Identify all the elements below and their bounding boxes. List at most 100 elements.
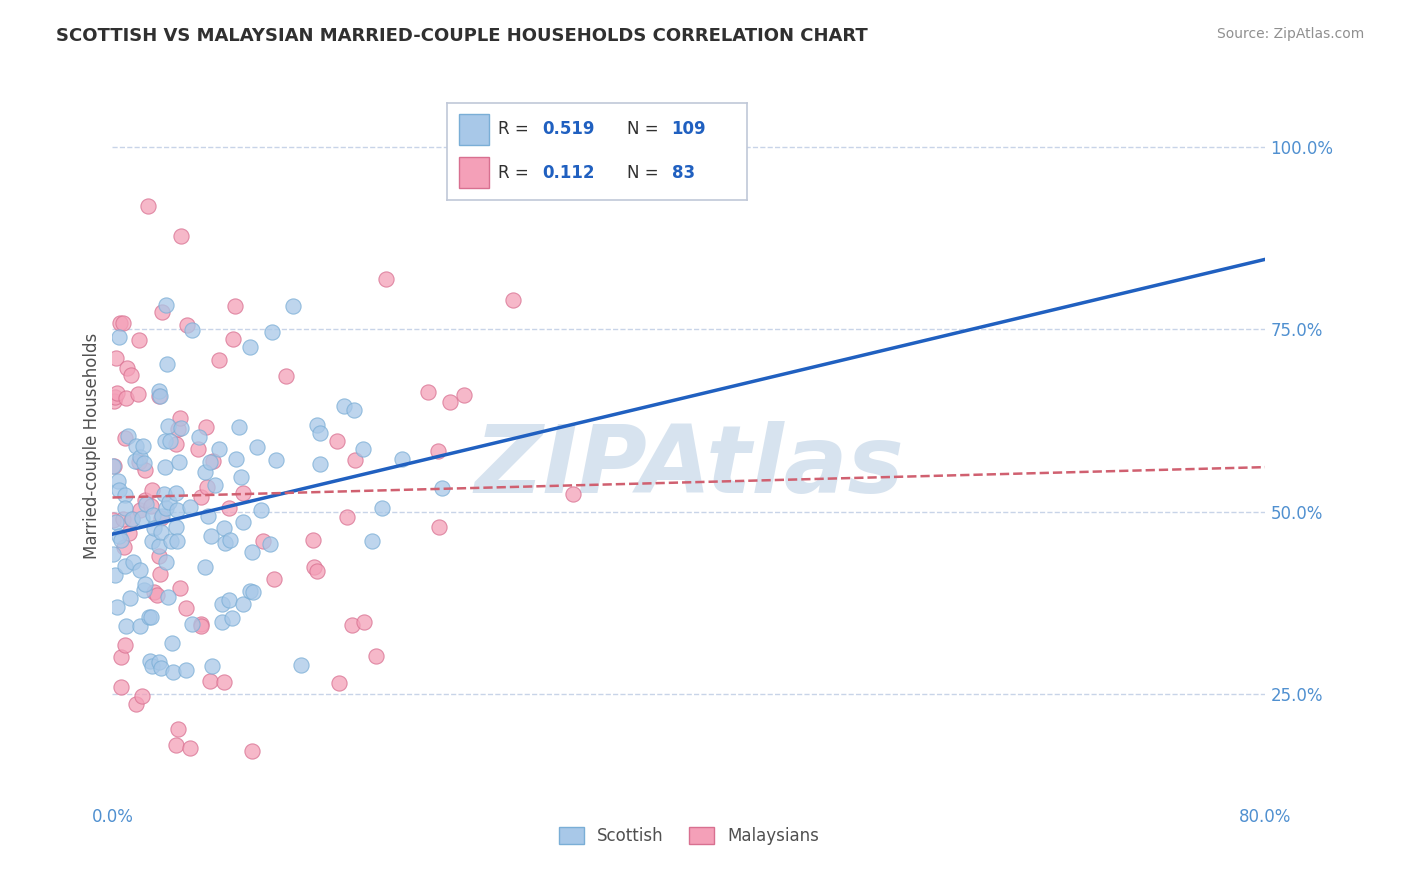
Point	[134, 463, 156, 477]
Point	[391, 451, 413, 466]
Point	[165, 437, 187, 451]
Point	[194, 420, 217, 434]
Point	[232, 486, 254, 500]
Point	[169, 582, 191, 596]
Point	[180, 616, 202, 631]
Point	[374, 272, 396, 286]
Point	[157, 419, 180, 434]
Point	[218, 533, 240, 548]
Point	[166, 422, 188, 436]
Point	[239, 340, 262, 354]
Point	[190, 490, 212, 504]
Point	[252, 534, 274, 549]
Point	[108, 529, 131, 543]
Point	[104, 567, 127, 582]
Point	[150, 509, 173, 524]
Point	[108, 330, 131, 344]
Point	[562, 487, 585, 501]
Point	[134, 492, 156, 507]
Point	[128, 455, 150, 469]
Point	[264, 453, 287, 467]
Point	[370, 501, 392, 516]
Point	[128, 333, 150, 347]
Point	[124, 697, 146, 711]
Point	[169, 410, 191, 425]
Point	[307, 418, 329, 433]
Point	[208, 352, 231, 367]
Point	[162, 636, 184, 650]
Point	[134, 583, 156, 598]
Point	[124, 453, 146, 467]
Point	[107, 475, 129, 489]
Point	[139, 654, 162, 668]
Point	[149, 525, 172, 540]
Point	[139, 610, 162, 624]
Point	[148, 539, 170, 553]
Point	[115, 391, 138, 405]
Point	[194, 559, 217, 574]
Point	[153, 487, 176, 501]
Point	[105, 600, 128, 615]
Point	[169, 454, 191, 468]
Point	[114, 638, 136, 652]
Point	[105, 516, 128, 530]
Point	[218, 500, 240, 515]
Point	[353, 615, 375, 629]
Point	[104, 390, 127, 404]
Point	[110, 680, 132, 694]
Point	[328, 676, 350, 690]
Point	[432, 481, 454, 495]
Point	[143, 584, 166, 599]
Point	[149, 389, 172, 403]
Point	[336, 509, 359, 524]
Point	[165, 739, 187, 753]
Point	[110, 650, 132, 665]
Point	[246, 440, 269, 454]
Point	[240, 744, 263, 758]
Point	[281, 299, 304, 313]
Point	[307, 564, 329, 578]
Point	[221, 611, 243, 625]
Point	[149, 567, 172, 582]
Point	[453, 388, 475, 402]
Point	[136, 199, 159, 213]
Point	[141, 659, 163, 673]
Point	[166, 533, 188, 548]
Point	[195, 480, 218, 494]
Point	[118, 525, 141, 540]
Point	[101, 459, 124, 474]
Point	[132, 439, 155, 453]
Point	[146, 588, 169, 602]
Point	[198, 455, 221, 469]
Point	[429, 520, 451, 534]
Point	[263, 573, 285, 587]
Point	[190, 617, 212, 632]
Point	[134, 456, 156, 470]
Point	[360, 533, 382, 548]
Point	[139, 499, 162, 513]
Point	[232, 597, 254, 611]
Point	[180, 323, 202, 337]
Point	[343, 402, 366, 417]
Point	[333, 399, 356, 413]
Point	[352, 442, 374, 456]
Point	[308, 426, 330, 441]
Point	[208, 442, 231, 457]
Point	[134, 577, 156, 591]
Text: SCOTTISH VS MALAYSIAN MARRIED-COUPLE HOUSEHOLDS CORRELATION CHART: SCOTTISH VS MALAYSIAN MARRIED-COUPLE HOU…	[56, 27, 868, 45]
Text: Source: ZipAtlas.com: Source: ZipAtlas.com	[1216, 27, 1364, 41]
Point	[114, 431, 136, 445]
Point	[149, 510, 172, 524]
Point	[162, 665, 184, 679]
Point	[259, 537, 281, 551]
Point	[101, 547, 124, 561]
Point	[174, 600, 197, 615]
Point	[211, 615, 233, 630]
Point	[176, 318, 198, 332]
Point	[197, 509, 219, 524]
Point	[340, 618, 363, 632]
Point	[103, 458, 125, 473]
Point	[165, 520, 187, 534]
Point	[138, 609, 160, 624]
Point	[150, 305, 173, 319]
